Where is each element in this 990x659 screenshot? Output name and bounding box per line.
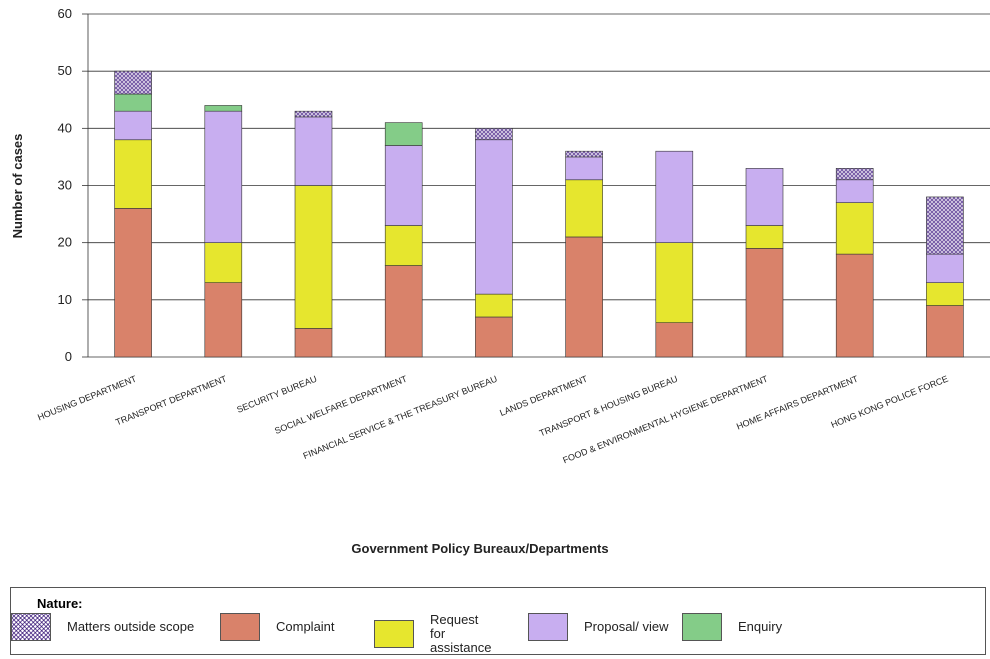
bar-segment bbox=[565, 236, 603, 358]
bar-segment bbox=[294, 116, 333, 186]
bar-segment bbox=[384, 145, 423, 226]
bar-segment bbox=[745, 248, 784, 358]
legend-label: Proposal/ view bbox=[584, 619, 669, 634]
bar-segment bbox=[835, 253, 874, 358]
bar-segment bbox=[745, 225, 784, 249]
bar-segment bbox=[926, 305, 964, 358]
y-tick-label: 0 bbox=[65, 349, 72, 364]
legend-item: Complaint bbox=[220, 613, 356, 641]
bar-segment bbox=[475, 139, 513, 295]
bar-segment bbox=[475, 316, 513, 358]
bar-segment bbox=[114, 93, 152, 112]
y-tick-label: 30 bbox=[58, 178, 72, 193]
bar-segment bbox=[384, 265, 423, 358]
legend-item: Matters outside scope bbox=[11, 613, 194, 641]
legend-swatch bbox=[374, 620, 414, 648]
legend: Nature: Complaint Request for assistance P… bbox=[10, 587, 986, 655]
bar-segment bbox=[294, 110, 333, 118]
bar-segment bbox=[926, 282, 964, 306]
legend-swatch bbox=[11, 613, 51, 641]
legend-label: Enquiry bbox=[738, 619, 783, 634]
y-tick-label: 20 bbox=[58, 235, 72, 250]
bar-segment bbox=[835, 202, 874, 255]
bar-segment bbox=[475, 128, 513, 141]
bar-segment bbox=[114, 70, 152, 95]
y-axis-label: Number of cases bbox=[10, 134, 25, 239]
bar-segment bbox=[475, 293, 513, 318]
bar-segment bbox=[294, 185, 333, 329]
x-tick-label: FINANCIAL SERVICE & THE TREASURY BUREAU bbox=[302, 374, 499, 461]
y-tick-label: 60 bbox=[58, 6, 72, 21]
legend-label: Request for assistance bbox=[430, 612, 492, 655]
chart: Number of cases Government Policy Bureau… bbox=[10, 6, 990, 556]
bar-segment bbox=[114, 208, 152, 358]
x-tick-label: LANDS DEPARTMENT bbox=[498, 373, 589, 418]
bar-segment bbox=[926, 253, 964, 283]
x-axis-label: Government Policy Bureaux/Departments bbox=[351, 541, 608, 556]
bar-segment bbox=[745, 168, 784, 226]
bar-segment bbox=[384, 122, 423, 146]
bar-segment bbox=[565, 156, 603, 181]
legend-swatch bbox=[682, 613, 722, 641]
bar-segment bbox=[204, 282, 243, 358]
bar-segment bbox=[835, 179, 874, 203]
bar-segment bbox=[565, 150, 603, 158]
bar-segment bbox=[204, 110, 243, 243]
bar-segment bbox=[655, 242, 694, 324]
y-tick-label: 10 bbox=[58, 292, 72, 307]
legend-title: Nature: bbox=[37, 596, 83, 611]
y-tick-label: 50 bbox=[58, 63, 72, 78]
x-tick-label: SECURITY BUREAU bbox=[235, 374, 318, 415]
bar-segment bbox=[204, 105, 243, 112]
bar-segment bbox=[204, 242, 243, 283]
bar-segment bbox=[926, 196, 964, 255]
legend-label: Complaint bbox=[276, 619, 335, 634]
bar-segment bbox=[655, 150, 694, 243]
bar-segment bbox=[565, 179, 603, 238]
legend-item: Enquiry bbox=[682, 613, 842, 641]
legend-swatch bbox=[528, 613, 568, 641]
bar-segment bbox=[655, 322, 694, 358]
bar-segment bbox=[384, 225, 423, 266]
y-tick-label: 40 bbox=[58, 120, 72, 135]
legend-swatch bbox=[220, 613, 260, 641]
bar-segment bbox=[294, 328, 333, 358]
legend-label: Matters outside scope bbox=[67, 619, 195, 634]
bar-segment bbox=[114, 139, 152, 209]
legend-item: Proposal/ view bbox=[528, 613, 669, 641]
legend-item: Request for assistance bbox=[374, 613, 492, 655]
bar-segment bbox=[835, 168, 874, 181]
bar-segment bbox=[114, 110, 152, 141]
